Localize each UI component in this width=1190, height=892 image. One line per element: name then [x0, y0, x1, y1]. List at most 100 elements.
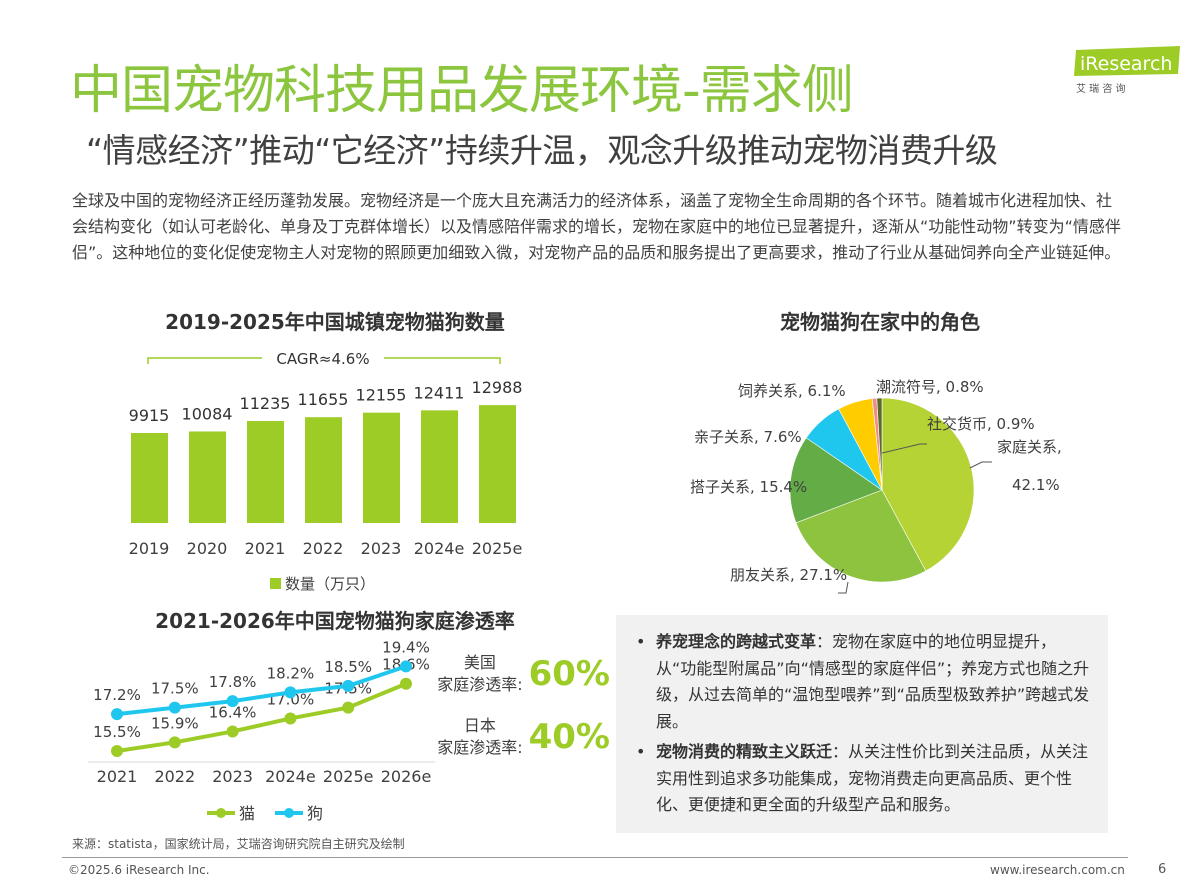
- data-point: [111, 745, 123, 757]
- data-point: [284, 686, 297, 699]
- data-label: 18.2%: [267, 664, 315, 682]
- x-tick-label: 2019: [129, 539, 170, 558]
- pie-label: 家庭关系,: [997, 438, 1062, 456]
- bullet-head: 养宠理念的跨越式变革: [656, 632, 817, 651]
- data-label: 15.5%: [93, 723, 141, 741]
- x-tick-label: 2022: [303, 539, 344, 558]
- logo-text: iResearch: [1080, 53, 1172, 75]
- x-tick-label: 2024e: [414, 539, 465, 558]
- kpi-label: 家庭渗透率:: [437, 738, 523, 757]
- bar-chart: 9915 2019 10084 2020 11235 2021 11655 2022 12155…: [129, 348, 523, 593]
- pie-chart-title: 宠物猫狗在家中的角色: [780, 310, 980, 334]
- data-label: 15.9%: [151, 714, 199, 732]
- data-label: 17.2%: [93, 686, 141, 704]
- x-tick-label: 2023: [212, 767, 253, 786]
- x-tick-label: 2025e: [472, 539, 523, 558]
- bar: [189, 431, 226, 523]
- line-chart: 15.5%15.9%16.4%17.0%17.5%18.6%17.2%17.5%…: [88, 638, 435, 823]
- pie-label: 朋友关系, 27.1%: [730, 566, 847, 584]
- data-point: [226, 695, 239, 708]
- bullet-body: ：从关注性价比到关注品质，从关注实用性到追求多功能集成，宠物消费走向更高品质、更…: [656, 742, 1089, 814]
- bar: [479, 405, 516, 523]
- x-tick-label: 2026e: [381, 767, 432, 786]
- bar-value-label: 11235: [240, 394, 291, 413]
- line-chart-title: 2021-2026年中国宠物猫狗家庭渗透率: [155, 609, 515, 633]
- bar-value-label: 12411: [414, 383, 465, 402]
- kpi-country: 美国: [463, 653, 496, 672]
- bullet-item: • 养宠理念的跨越式变革：宠物在家庭中的地位明显提升，从“功能型附属品”向“情感型…: [636, 632, 1090, 731]
- iresearch-logo: iResearch 艾 瑞 咨 询: [1074, 46, 1180, 95]
- data-point: [400, 660, 412, 673]
- x-tick-label: 2024e: [265, 767, 316, 786]
- pie-label-pct: 42.1%: [1012, 476, 1060, 494]
- bullet-item: • 宠物消费的精致主义跃迁：从关注性价比到关注品质，从关注实用性到追求多功能集成，…: [636, 742, 1089, 814]
- leader-line: [838, 581, 849, 594]
- bar-chart-title: 2019-2025年中国城镇宠物猫狗数量: [165, 310, 505, 334]
- data-point: [111, 708, 123, 721]
- bar-value-label: 12155: [356, 386, 407, 405]
- data-label: 16.4%: [209, 703, 257, 721]
- data-point: [284, 712, 297, 725]
- data-point: [342, 679, 355, 692]
- bar-value-label: 11655: [298, 390, 349, 409]
- bullet-head: 宠物消费的精致主义跃迁: [656, 742, 833, 761]
- bar-value-label: 12988: [472, 378, 523, 397]
- bar: [421, 410, 458, 523]
- page-title: 中国宠物科技用品发展环境-需求侧: [70, 61, 854, 121]
- pie-slice: [789, 437, 883, 524]
- bar: [247, 421, 284, 523]
- kpi-us: 美国家庭渗透率: 60%: [420, 652, 610, 696]
- kpi-country: 日本: [463, 716, 496, 735]
- pie-label: 社交货币, 0.9%: [927, 415, 1035, 433]
- source-note: 来源：statista，国家统计局，艾瑞咨询研究院自主研究及绘制: [72, 837, 405, 851]
- pie-chart: 家庭关系, 朋友关系, 27.1% 搭子关系, 15.4% 亲子关系, 7.6% 饲养关…: [690, 378, 1062, 594]
- pie-label: 搭子关系, 15.4%: [690, 478, 807, 496]
- legend-swatch: [270, 578, 281, 589]
- data-label: 19.4%: [382, 638, 430, 656]
- x-tick-label: 2020: [187, 539, 228, 558]
- bar-value-label: 9915: [129, 406, 170, 425]
- footer-divider: [62, 857, 1128, 858]
- x-tick-label: 2021: [97, 767, 138, 786]
- legend-marker: [216, 808, 226, 818]
- pie-label: 潮流符号, 0.8%: [876, 378, 984, 396]
- x-tick-label: 2025e: [323, 767, 374, 786]
- data-label: 18.5%: [324, 658, 372, 676]
- x-tick-label: 2022: [154, 767, 195, 786]
- kpi-label: 家庭渗透率:: [437, 675, 523, 694]
- legend-label: 狗: [307, 804, 323, 823]
- page-subtitle: “情感经济”推动“它经济”持续升温，观念升级推动宠物消费升级: [86, 131, 998, 170]
- bar: [305, 417, 342, 523]
- data-point: [168, 736, 181, 749]
- legend-marker: [284, 808, 294, 818]
- page-number: 6: [1158, 862, 1167, 877]
- insight-box: • 养宠理念的跨越式变革：宠物在家庭中的地位明显提升，从“功能型附属品”向“情感型…: [616, 615, 1108, 833]
- pie-slice: [795, 489, 927, 583]
- leader-line: [969, 461, 992, 469]
- intro-paragraph: 全球及中国的宠物经济正经历蓬勃发展。宠物经济是一个庞大且充满活力的经济体系，涵盖…: [72, 191, 1121, 262]
- kpi-japan: 日本 家庭渗透率: 40%: [420, 715, 610, 759]
- data-point: [400, 677, 412, 690]
- data-label: 17.8%: [209, 673, 257, 691]
- pie-slice: [876, 397, 883, 491]
- bar: [131, 433, 168, 523]
- data-point: [168, 701, 181, 714]
- pie-label: 亲子关系, 7.6%: [694, 428, 802, 446]
- series-line: [116, 664, 407, 717]
- series-line: [116, 681, 407, 753]
- data-point: [342, 701, 355, 714]
- legend-label: 数量（万只）: [285, 575, 375, 593]
- data-label: 17.5%: [151, 680, 199, 698]
- data-point: [226, 725, 239, 738]
- kpi-value: 60%: [528, 654, 610, 694]
- cagr-label: CAGR≈4.6%: [276, 350, 369, 368]
- website-link[interactable]: www.iresearch.com.cn: [990, 863, 1125, 877]
- logo-subtext: 艾 瑞 咨 询: [1076, 82, 1126, 95]
- x-tick-label: 2021: [245, 539, 286, 558]
- x-tick-label: 2023: [361, 539, 402, 558]
- bullet-body: ：宠物在家庭中的地位明显提升，从“功能型附属品”向“情感型的家庭伴侣”；养宠方式…: [656, 632, 1090, 731]
- bar-value-label: 10084: [182, 404, 233, 423]
- legend-label: 猫: [239, 804, 255, 823]
- bar: [363, 412, 400, 523]
- copyright: ©2025.6 iResearch Inc.: [68, 863, 210, 877]
